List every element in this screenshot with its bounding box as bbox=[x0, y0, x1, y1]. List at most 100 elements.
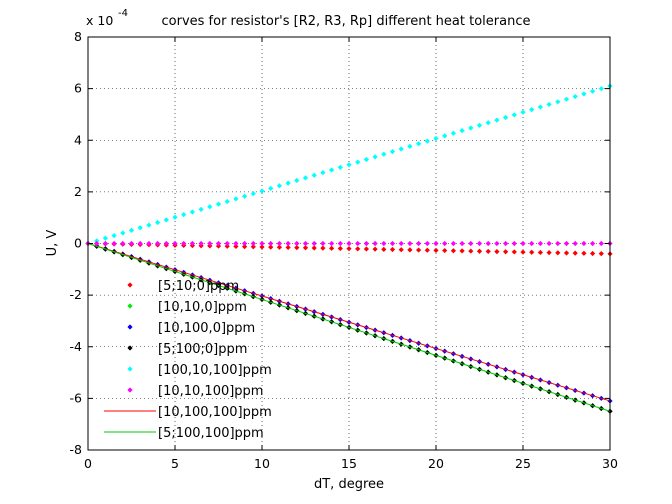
data-point bbox=[476, 248, 483, 254]
data-point bbox=[346, 246, 352, 252]
data-point bbox=[302, 245, 309, 251]
data-point bbox=[381, 246, 387, 252]
data-point bbox=[146, 222, 152, 228]
data-point bbox=[355, 240, 361, 247]
data-point bbox=[416, 240, 422, 247]
data-point bbox=[276, 183, 282, 189]
data-point bbox=[329, 167, 335, 173]
legend-item: [100,10,100]ppm bbox=[127, 363, 272, 378]
data-point bbox=[555, 240, 561, 247]
data-point bbox=[468, 248, 474, 254]
data-point bbox=[494, 248, 500, 255]
data-point bbox=[294, 240, 300, 247]
data-point bbox=[442, 247, 448, 254]
y-tick-label: -6 bbox=[70, 390, 83, 405]
data-point bbox=[363, 246, 369, 252]
data-point bbox=[346, 162, 352, 168]
x-tick-label: 15 bbox=[341, 456, 357, 471]
data-point bbox=[563, 240, 570, 247]
data-point bbox=[320, 240, 326, 247]
data-point bbox=[128, 240, 135, 247]
data-point bbox=[163, 240, 169, 247]
data-point bbox=[494, 117, 500, 123]
legend-label: [100,10,100]ppm bbox=[158, 363, 272, 378]
data-point bbox=[503, 249, 509, 255]
data-point bbox=[320, 245, 326, 251]
data-point bbox=[302, 240, 309, 247]
data-point bbox=[215, 201, 222, 207]
data-point bbox=[268, 240, 274, 247]
series-line bbox=[87, 243, 611, 402]
data-point bbox=[285, 180, 291, 186]
data-point bbox=[389, 246, 396, 253]
series-6 bbox=[85, 240, 613, 247]
data-point bbox=[476, 122, 483, 129]
data-point bbox=[529, 107, 535, 113]
legend-marker-swatch bbox=[127, 345, 133, 351]
data-point bbox=[590, 240, 596, 247]
y-exponent-power: -4 bbox=[118, 8, 128, 19]
data-point bbox=[598, 251, 604, 257]
legend-label: [5;100;0]ppm bbox=[158, 342, 247, 357]
y-tick-label: 6 bbox=[74, 81, 82, 96]
legend-marker-swatch bbox=[127, 282, 133, 288]
data-point bbox=[311, 240, 317, 247]
axis-ticks: 0 5 10 15 20 25 30 -8 -6 -4 -2 0 2 4 6 8 bbox=[70, 29, 618, 471]
legend-marker-swatch bbox=[127, 366, 133, 372]
data-point bbox=[398, 146, 404, 152]
data-point bbox=[433, 135, 439, 142]
data-point bbox=[450, 130, 456, 136]
data-point bbox=[102, 240, 108, 247]
data-point bbox=[572, 240, 578, 247]
legend-label: [5;100,100]ppm bbox=[158, 426, 264, 441]
data-point bbox=[146, 240, 152, 247]
data-point bbox=[511, 112, 517, 118]
x-tick-label: 20 bbox=[428, 456, 444, 471]
y-tick-label: 4 bbox=[74, 132, 82, 147]
data-point bbox=[590, 250, 596, 257]
data-point bbox=[337, 164, 343, 170]
data-point bbox=[442, 133, 448, 139]
legend-marker-swatch bbox=[127, 303, 133, 309]
data-point bbox=[572, 93, 578, 100]
data-point bbox=[468, 125, 474, 131]
data-point bbox=[372, 154, 378, 160]
data-point bbox=[433, 240, 439, 247]
data-point bbox=[242, 240, 248, 247]
data-point bbox=[485, 240, 491, 247]
legend-item: [5;100;0]ppm bbox=[127, 342, 247, 357]
data-point bbox=[250, 244, 256, 250]
data-point bbox=[389, 240, 396, 247]
data-point bbox=[172, 240, 178, 247]
y-tick-label: -2 bbox=[70, 287, 82, 302]
data-point bbox=[355, 246, 361, 252]
data-point bbox=[111, 233, 117, 239]
legend-item: [10,100,0]ppm bbox=[127, 321, 255, 336]
data-point bbox=[563, 250, 570, 256]
data-point bbox=[189, 240, 195, 247]
data-point bbox=[233, 240, 239, 247]
data-point bbox=[485, 120, 491, 126]
data-point bbox=[224, 240, 230, 247]
data-point bbox=[407, 247, 413, 253]
data-point bbox=[598, 86, 604, 92]
data-point bbox=[120, 240, 126, 247]
x-tick-label: 25 bbox=[515, 456, 531, 471]
data-point bbox=[459, 128, 465, 134]
data-point bbox=[363, 156, 369, 163]
data-point bbox=[250, 191, 256, 197]
data-point bbox=[189, 209, 195, 215]
data-point bbox=[424, 240, 430, 247]
legend-item: [10,100,100]ppm bbox=[104, 405, 272, 420]
data-point bbox=[442, 240, 448, 247]
y-tick-label: -8 bbox=[70, 442, 83, 457]
series-line bbox=[87, 243, 611, 412]
data-point bbox=[137, 225, 143, 231]
data-point bbox=[416, 247, 422, 253]
y-axis-label: U, V bbox=[45, 230, 60, 257]
legend-item: [10,10,100]ppm bbox=[127, 384, 263, 399]
data-point bbox=[111, 240, 117, 247]
legend-item: [5;100,100]ppm bbox=[104, 426, 264, 441]
data-point bbox=[529, 249, 535, 255]
